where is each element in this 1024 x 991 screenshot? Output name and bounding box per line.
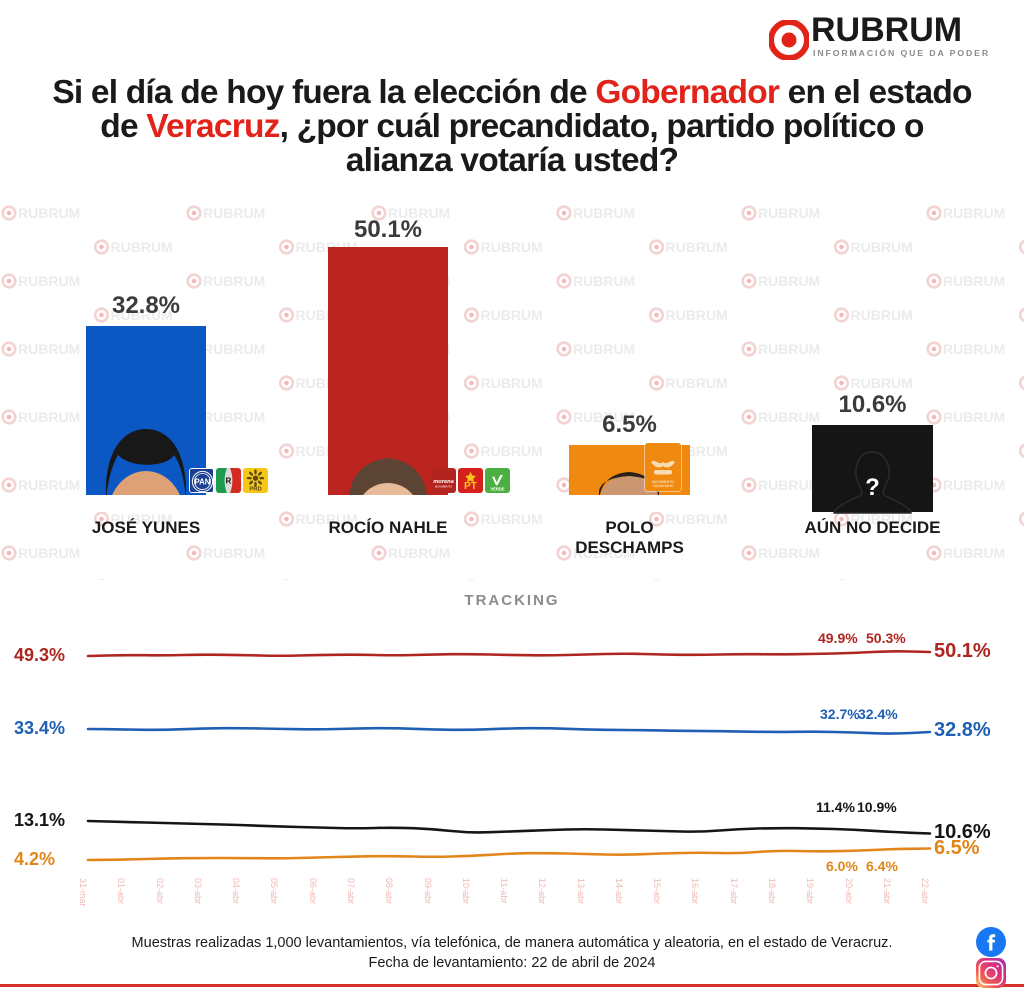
svg-text:R: R [226, 477, 232, 486]
svg-text:PT: PT [464, 481, 478, 492]
svg-text:VERDE: VERDE [490, 487, 504, 492]
svg-text:MOVIMIENTO: MOVIMIENTO [435, 485, 452, 489]
svg-text:CIUDADANO: CIUDADANO [653, 484, 674, 488]
svg-text:PAN: PAN [195, 478, 211, 487]
svg-text:?: ? [865, 474, 880, 501]
svg-text:PRD: PRD [249, 486, 261, 492]
svg-text:morena: morena [433, 479, 454, 485]
